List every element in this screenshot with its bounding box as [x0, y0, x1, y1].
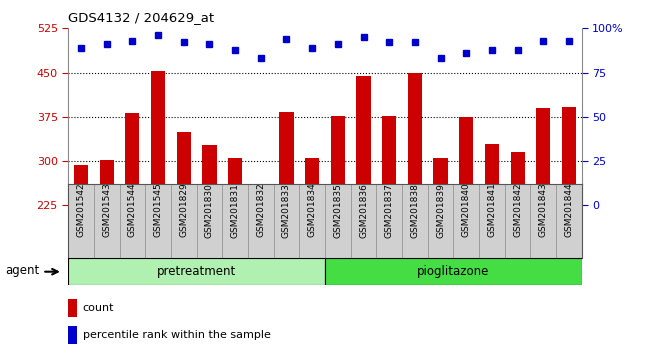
Bar — [254, 201, 268, 205]
Bar — [68, 326, 77, 344]
Bar — [177, 132, 191, 205]
Bar — [99, 160, 114, 205]
Bar — [280, 112, 294, 205]
Bar — [356, 76, 370, 205]
Text: percentile rank within the sample: percentile rank within the sample — [83, 330, 270, 341]
Bar — [151, 71, 165, 205]
Text: GDS4132 / 204629_at: GDS4132 / 204629_at — [68, 11, 215, 24]
Bar — [510, 152, 525, 205]
Bar — [459, 117, 473, 205]
Bar — [68, 258, 325, 285]
Bar — [68, 299, 77, 317]
Bar — [331, 116, 345, 205]
Text: agent: agent — [5, 264, 40, 277]
Text: pretreatment: pretreatment — [157, 265, 236, 278]
Bar — [408, 73, 422, 205]
Bar — [74, 165, 88, 205]
Text: count: count — [83, 303, 114, 313]
Bar — [562, 107, 576, 205]
Bar — [536, 108, 551, 205]
Bar — [325, 258, 582, 285]
Bar — [125, 113, 140, 205]
Text: pioglitazone: pioglitazone — [417, 265, 489, 278]
Bar — [434, 158, 448, 205]
Bar — [382, 116, 396, 205]
Bar — [485, 144, 499, 205]
Bar — [305, 158, 319, 205]
Bar — [228, 158, 242, 205]
Bar — [202, 145, 216, 205]
